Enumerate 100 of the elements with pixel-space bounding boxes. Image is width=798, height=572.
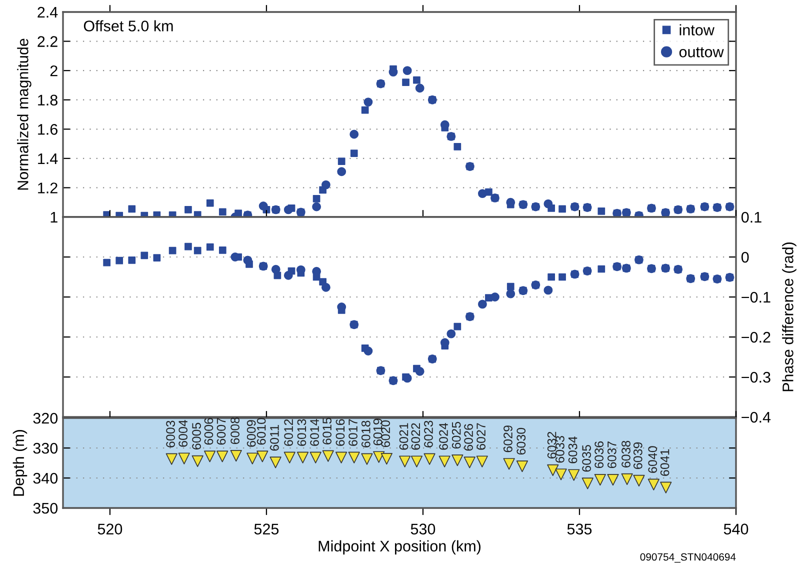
point [192,455,204,467]
point [402,374,412,383]
y-tick-label: 1.6 [38,124,58,135]
y2-tick-label: −0.1 [742,292,770,303]
x-tick-label: 520 [98,524,122,534]
annotation: 6006 [204,418,214,445]
point [506,282,514,290]
point [256,450,268,462]
point [140,252,148,260]
y-tick-label: 1.2 [38,182,58,194]
annotation: 6011 [270,425,279,451]
point [361,453,373,465]
point [555,468,567,480]
x-tick-label: 535 [567,524,592,534]
point [544,199,553,208]
point [338,158,346,166]
annotation: 6032 [547,432,556,458]
annotation: 6017 [348,419,358,446]
point [633,474,645,486]
annotation: 6039 [633,442,642,469]
annotation: 6019 [373,418,382,446]
point [438,456,450,468]
y-tick-label: 2.4 [38,6,58,18]
point [361,106,369,114]
point [598,207,606,215]
point [348,452,360,464]
point [506,289,516,298]
x-tick-label: 525 [254,524,279,534]
y-tick-label: 320 [33,412,58,424]
point [218,246,226,254]
point [415,84,424,93]
annotation: Offset 5.0 km [84,20,173,32]
point [544,286,553,295]
text: 090754_STN040694 [640,553,736,563]
point [337,167,346,176]
annotation: 6014 [310,419,319,446]
point [103,258,110,266]
point [402,78,410,86]
point [594,474,606,486]
point [478,300,487,309]
point [312,202,322,212]
point [402,66,412,76]
point [178,452,190,464]
y-tick-label: 1.4 [38,153,58,164]
point [476,456,488,468]
annotation: 6009 [246,420,256,447]
point [321,282,330,292]
point [558,205,566,213]
point [621,473,633,485]
annotation: 6041 [660,449,670,476]
legend-label: outtow [679,47,724,58]
point [168,246,176,254]
point [607,474,619,486]
y-tick-label: 350 [33,502,58,514]
point [284,205,293,214]
point [206,243,214,251]
point [218,208,226,216]
annotation: 6035 [582,445,591,472]
point [194,246,202,254]
point [464,456,476,468]
point [446,329,456,338]
point [184,242,192,250]
point [335,452,348,464]
point [216,450,228,462]
point [364,346,373,356]
y-tick-label: 2 [50,65,58,76]
annotation: 6030 [516,428,526,455]
y2-tick-label: −0.2 [742,332,770,343]
y-tick-label: 1 [50,212,58,223]
annotation: 6036 [594,441,604,468]
point [454,143,462,150]
annotation: 6040 [648,446,658,473]
point [364,98,373,107]
point [660,482,672,494]
legend-label: intow [680,24,714,36]
annotation: 6024 [439,422,448,450]
annotation: 6029 [504,426,512,452]
y2-axis-title: Phase difference (rad) [782,242,796,392]
point [128,205,136,213]
point [350,130,359,139]
point [166,453,178,465]
annotation: 6022 [411,423,420,450]
point [380,453,392,465]
annotation: 6037 [607,442,616,468]
point [648,478,660,490]
point [246,452,258,464]
point [322,450,334,462]
point [206,199,214,207]
annotation: 6026 [464,424,473,451]
point [284,270,293,280]
point [424,453,436,465]
point [128,256,136,264]
point [548,273,555,281]
annotation: 6003 [166,420,175,448]
point [243,256,252,265]
point [413,76,420,84]
y-tick-label: 2.2 [38,36,58,47]
annotation: 6010 [256,418,266,445]
point [284,452,296,464]
point [153,254,161,262]
